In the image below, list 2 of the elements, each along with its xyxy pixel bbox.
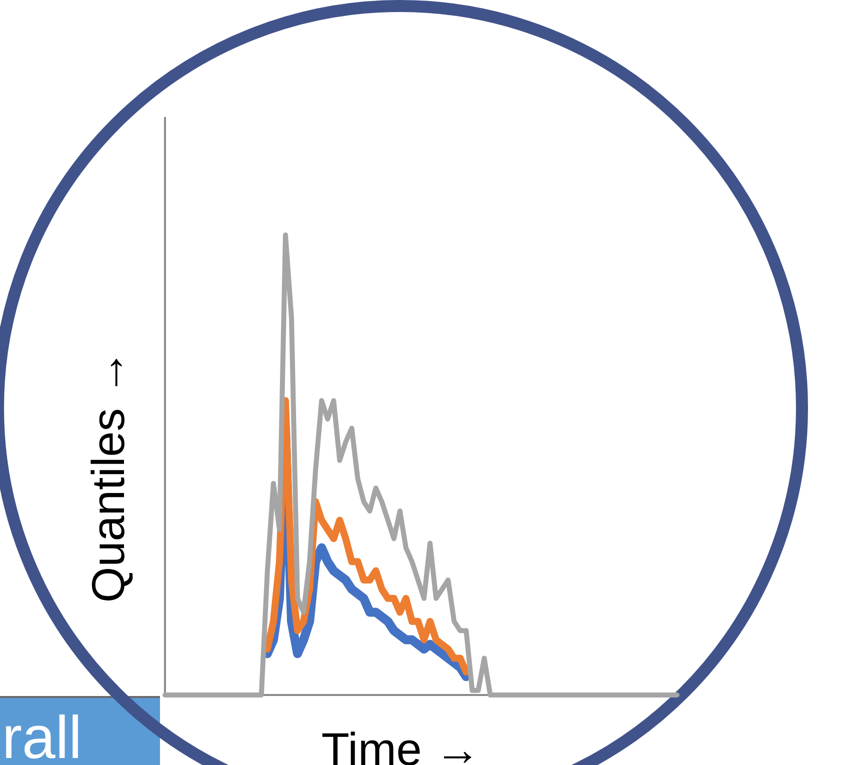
y-axis-title: Quantiles → [82,349,134,603]
text: rall [2,704,82,765]
